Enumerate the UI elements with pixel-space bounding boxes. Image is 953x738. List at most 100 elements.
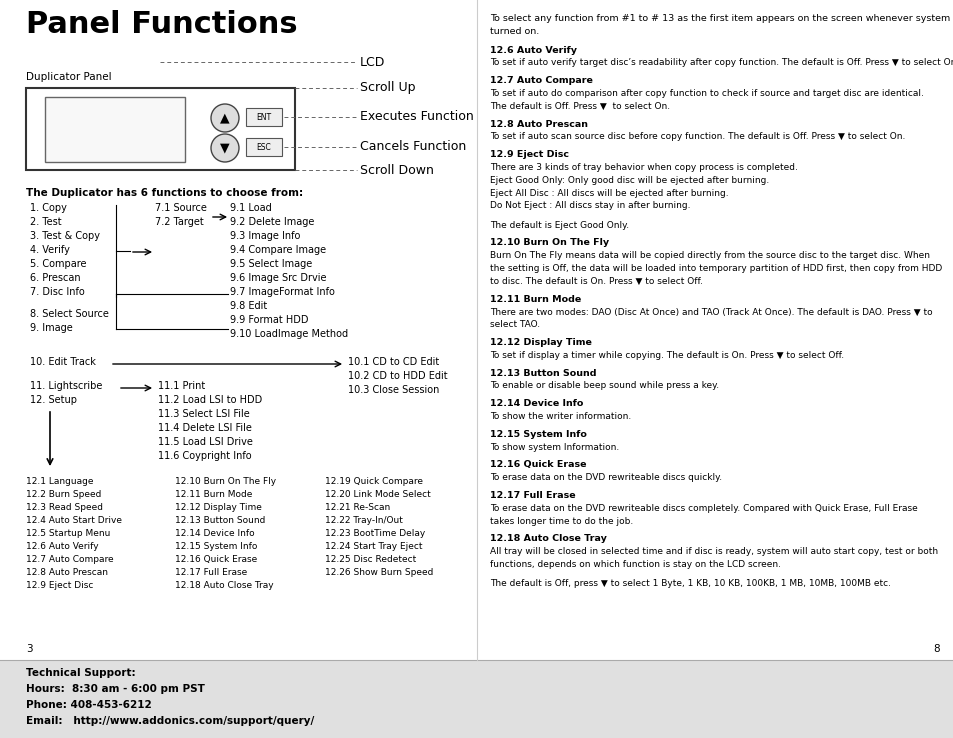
Text: functions, depends on which function is stay on the LCD screen.: functions, depends on which function is … (490, 560, 781, 569)
Text: 12.11 Burn Mode: 12.11 Burn Mode (174, 490, 253, 499)
Text: 11.4 Delete LSI File: 11.4 Delete LSI File (158, 423, 252, 433)
Text: 12.8 Auto Prescan: 12.8 Auto Prescan (26, 568, 108, 577)
Text: To set if display a timer while copying. The default is On. Press ▼ to select Of: To set if display a timer while copying.… (490, 351, 843, 360)
Text: 9.4 Compare Image: 9.4 Compare Image (230, 245, 326, 255)
Text: 9.3 Image Info: 9.3 Image Info (230, 231, 300, 241)
Text: The default is Off. Press ▼  to select On.: The default is Off. Press ▼ to select On… (490, 102, 669, 111)
Text: All tray will be closed in selected time and if disc is ready, system will auto : All tray will be closed in selected time… (490, 547, 937, 556)
Text: 10.2 CD to HDD Edit: 10.2 CD to HDD Edit (348, 371, 447, 381)
Text: Hours:  8:30 am - 6:00 pm PST: Hours: 8:30 am - 6:00 pm PST (26, 684, 205, 694)
Text: 3. Test & Copy: 3. Test & Copy (30, 231, 100, 241)
Bar (246, 108, 282, 126)
Text: 12.7 Auto Compare: 12.7 Auto Compare (490, 76, 592, 85)
Text: 12.18 Auto Close Tray: 12.18 Auto Close Tray (490, 534, 606, 543)
Text: 12.1 Language: 12.1 Language (26, 477, 93, 486)
Text: 11.1 Print: 11.1 Print (158, 381, 205, 391)
Text: 12.20 Link Mode Select: 12.20 Link Mode Select (325, 490, 431, 499)
Text: takes longer time to do the job.: takes longer time to do the job. (490, 517, 633, 525)
Text: 12.10 Burn On The Fly: 12.10 Burn On The Fly (490, 238, 608, 247)
Text: ▲: ▲ (220, 111, 230, 125)
Text: 12.23 BootTime Delay: 12.23 BootTime Delay (325, 529, 425, 538)
Text: LCD: LCD (359, 55, 385, 69)
Text: 12.9 Eject Disc: 12.9 Eject Disc (26, 581, 93, 590)
Bar (246, 138, 282, 156)
Text: ESC: ESC (256, 142, 271, 151)
Circle shape (211, 104, 239, 132)
Text: Executes Function: Executes Function (359, 111, 474, 123)
Bar (0, 660, 953, 738)
Text: 12.15 System Info: 12.15 System Info (490, 430, 586, 439)
Text: 8: 8 (932, 644, 939, 654)
Text: 12.14 Device Info: 12.14 Device Info (174, 529, 254, 538)
Text: To set if auto scan source disc before copy function. The default is Off. Press : To set if auto scan source disc before c… (490, 132, 904, 142)
Text: 6. Prescan: 6. Prescan (30, 273, 81, 283)
Text: 12.6 Auto Verify: 12.6 Auto Verify (26, 542, 98, 551)
Text: 12.12 Display Time: 12.12 Display Time (174, 503, 262, 512)
Text: The default is Eject Good Only.: The default is Eject Good Only. (490, 221, 628, 230)
Bar (26, 88, 294, 170)
Text: 9.5 Select Image: 9.5 Select Image (230, 259, 312, 269)
Text: 10.1 CD to CD Edit: 10.1 CD to CD Edit (348, 357, 438, 367)
Text: 9.1 Load: 9.1 Load (230, 203, 272, 213)
Text: Technical Support:: Technical Support: (26, 668, 135, 678)
Text: 12.13 Button Sound: 12.13 Button Sound (174, 516, 265, 525)
Text: 12.21 Re-Scan: 12.21 Re-Scan (325, 503, 390, 512)
Text: Scroll Up: Scroll Up (359, 81, 416, 94)
Text: 11.5 Load LSI Drive: 11.5 Load LSI Drive (158, 437, 253, 447)
Text: turned on.: turned on. (490, 27, 538, 36)
Text: To select any function from #1 to # 13 as the first item appears on the screen w: To select any function from #1 to # 13 a… (490, 14, 953, 23)
Text: 12.19 Quick Compare: 12.19 Quick Compare (325, 477, 422, 486)
Text: 12.9 Eject Disc: 12.9 Eject Disc (490, 151, 568, 159)
Text: 5. Compare: 5. Compare (30, 259, 87, 269)
Text: Email:   http://www.addonics.com/support/query/: Email: http://www.addonics.com/support/q… (26, 716, 314, 726)
Text: 12.10 Burn On The Fly: 12.10 Burn On The Fly (174, 477, 275, 486)
Text: 9.8 Edit: 9.8 Edit (230, 301, 267, 311)
Text: 11.3 Select LSI File: 11.3 Select LSI File (158, 409, 250, 419)
Text: the setting is Off, the data will be loaded into temporary partition of HDD firs: the setting is Off, the data will be loa… (490, 264, 942, 273)
Text: 12.18 Auto Close Tray: 12.18 Auto Close Tray (174, 581, 274, 590)
Bar (45, 97, 185, 162)
Text: to disc. The default is On. Press ▼ to select Off.: to disc. The default is On. Press ▼ to s… (490, 277, 702, 286)
Text: 7.2 Target: 7.2 Target (154, 217, 204, 227)
Text: 7. Disc Info: 7. Disc Info (30, 287, 85, 297)
Text: 9.2 Delete Image: 9.2 Delete Image (230, 217, 314, 227)
Text: 12.16 Quick Erase: 12.16 Quick Erase (174, 555, 257, 564)
Text: 7.1 Source: 7.1 Source (154, 203, 207, 213)
Text: ENT: ENT (256, 112, 272, 122)
Text: 12. Setup: 12. Setup (30, 395, 77, 405)
Text: 8. Select Source: 8. Select Source (30, 309, 109, 319)
Text: To show system Information.: To show system Information. (490, 443, 618, 452)
Text: 12.26 Show Burn Speed: 12.26 Show Burn Speed (325, 568, 433, 577)
Text: To set if auto verify target disc’s readability after copy function. The default: To set if auto verify target disc’s read… (490, 58, 953, 67)
Text: There are two modes: DAO (Disc At Once) and TAO (Track At Once). The default is : There are two modes: DAO (Disc At Once) … (490, 308, 932, 317)
Text: 12.11 Burn Mode: 12.11 Burn Mode (490, 294, 580, 303)
Text: ▼: ▼ (220, 142, 230, 154)
Text: 2. Test: 2. Test (30, 217, 62, 227)
Circle shape (211, 134, 239, 162)
Text: 12.6 Auto Verify: 12.6 Auto Verify (490, 46, 577, 55)
Text: 12.15 System Info: 12.15 System Info (174, 542, 257, 551)
Text: Cancels Function: Cancels Function (359, 140, 466, 154)
Text: To enable or disable beep sound while press a key.: To enable or disable beep sound while pr… (490, 382, 719, 390)
Text: The default is Off, press ▼ to select 1 Byte, 1 KB, 10 KB, 100KB, 1 MB, 10MB, 10: The default is Off, press ▼ to select 1 … (490, 579, 890, 588)
Text: 12.22 Tray-In/Out: 12.22 Tray-In/Out (325, 516, 402, 525)
Text: To show the writer information.: To show the writer information. (490, 412, 631, 421)
Text: 9.9 Format HDD: 9.9 Format HDD (230, 315, 308, 325)
Text: 12.12 Display Time: 12.12 Display Time (490, 338, 591, 347)
Text: 9.10 LoadImage Method: 9.10 LoadImage Method (230, 329, 348, 339)
Text: 12.17 Full Erase: 12.17 Full Erase (174, 568, 247, 577)
Text: 3: 3 (26, 644, 32, 654)
Text: 12.13 Button Sound: 12.13 Button Sound (490, 368, 596, 378)
Text: Phone: 408-453-6212: Phone: 408-453-6212 (26, 700, 152, 710)
Text: 12.3 Read Speed: 12.3 Read Speed (26, 503, 103, 512)
Text: To erase data on the DVD rewriteable discs completely. Compared with Quick Erase: To erase data on the DVD rewriteable dis… (490, 504, 917, 513)
Text: 10.3 Close Session: 10.3 Close Session (348, 385, 439, 395)
Text: Duplicator Panel: Duplicator Panel (26, 72, 112, 82)
Text: 12.7 Auto Compare: 12.7 Auto Compare (26, 555, 113, 564)
Text: select TAO.: select TAO. (490, 320, 539, 329)
Text: Panel Functions: Panel Functions (26, 10, 297, 39)
Text: 9. Image: 9. Image (30, 323, 72, 333)
Text: Do Not Eject : All discs stay in after burning.: Do Not Eject : All discs stay in after b… (490, 201, 690, 210)
Text: 12.2 Burn Speed: 12.2 Burn Speed (26, 490, 101, 499)
Text: 4. Verify: 4. Verify (30, 245, 70, 255)
